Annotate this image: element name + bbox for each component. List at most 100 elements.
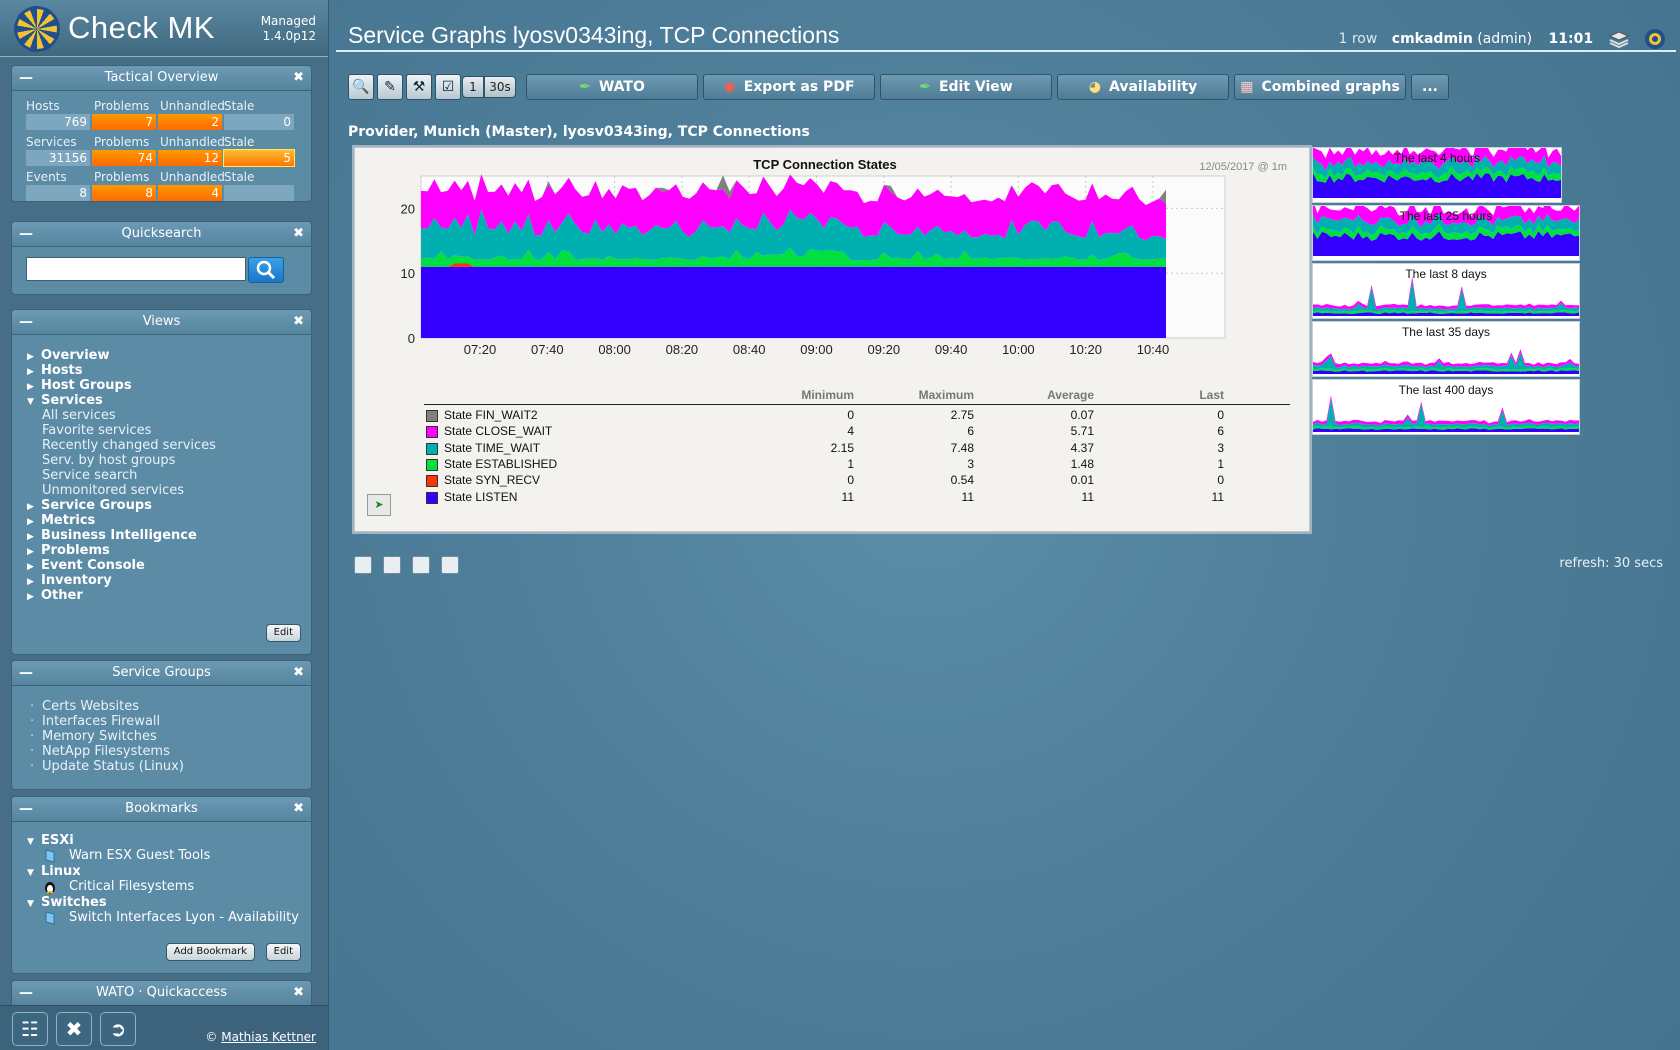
export-icon[interactable] (441, 556, 460, 574)
bookmark-group-linux[interactable]: ▼ Linux (27, 864, 299, 879)
views-link-service-search[interactable]: Service search (42, 468, 138, 483)
hosts-stale[interactable]: 0 (224, 114, 294, 130)
services-problems[interactable]: 74 (92, 150, 156, 166)
timerange-thumbnail[interactable]: The last 400 days (1312, 379, 1580, 435)
bookmarks-edit-button[interactable]: Edit (265, 943, 301, 961)
triangle-right-icon[interactable]: ▶ (27, 532, 34, 542)
search-filter-button[interactable]: 🔍 (348, 74, 374, 100)
services-unhandled[interactable]: 12 (158, 150, 222, 166)
graph-export-button[interactable]: ➤ (367, 494, 391, 516)
views-item-hosts[interactable]: ▶ Hosts (27, 363, 216, 378)
bookmark-group-switches[interactable]: ▼ Switches (27, 895, 299, 910)
commands-button[interactable]: ⚒ (406, 74, 432, 100)
service-group-link[interactable]: Interfaces Firewall (27, 714, 184, 729)
triangle-right-icon[interactable]: ▶ (27, 577, 34, 587)
bookmark-group-esxi[interactable]: ▼ ESXi (27, 833, 299, 848)
views-link-unmonitored-services[interactable]: Unmonitored services (42, 483, 185, 498)
minimize-icon[interactable]: — (19, 226, 33, 242)
reload-icon[interactable] (383, 556, 402, 574)
timerange-thumbnail[interactable]: The last 35 days (1312, 321, 1580, 377)
triangle-right-icon[interactable]: ▶ (27, 517, 34, 527)
triangle-down-icon[interactable]: ▼ (27, 837, 34, 847)
export-pdf-button[interactable]: ◉ Export as PDF (703, 74, 875, 100)
bookmark-link[interactable]: Critical Filesystems (27, 879, 299, 895)
timerange-thumbnail[interactable]: The last 8 days (1312, 263, 1580, 319)
minimize-icon[interactable]: — (19, 665, 33, 681)
new-view-icon[interactable] (354, 556, 372, 574)
events-unhandled[interactable]: 4 (158, 185, 222, 201)
views-item-event-console[interactable]: ▶ Event Console (27, 558, 216, 573)
graph-panel[interactable]: 07:20 07:40 08:00 08:20 08:40 09:00 09:20 09:40… (354, 147, 1310, 532)
wato-button[interactable]: ✒ WATO (526, 74, 698, 100)
timerange-thumbnail[interactable]: The last 25 hours (1312, 205, 1580, 261)
service-group-link[interactable]: NetApp Filesystems (27, 744, 184, 759)
service-group-link[interactable]: Memory Switches (27, 729, 184, 744)
stack-icon[interactable] (1608, 28, 1630, 50)
views-edit-button[interactable]: Edit (265, 624, 301, 642)
snapin-header[interactable]: — Views ✖ (12, 310, 311, 335)
views-item-business-intelligence[interactable]: ▶ Business Intelligence (27, 528, 216, 543)
triangle-right-icon[interactable]: ▶ (27, 367, 34, 377)
checkbox-toggle-button[interactable]: ☑ (435, 74, 461, 100)
triangle-down-icon[interactable]: ▼ (27, 899, 34, 909)
triangle-right-icon[interactable]: ▶ (27, 547, 34, 557)
views-item-metrics[interactable]: ▶ Metrics (27, 513, 216, 528)
services-total[interactable]: 31156 (26, 150, 90, 166)
combined-graphs-button[interactable]: ▦ Combined graphs (1234, 74, 1406, 100)
add-snapin-button[interactable]: ☷ (12, 1012, 48, 1046)
triangle-right-icon[interactable]: ▶ (27, 352, 34, 362)
minimize-icon[interactable]: — (19, 314, 33, 330)
hosts-total[interactable]: 769 (26, 114, 90, 130)
save-icon[interactable] (412, 556, 431, 574)
triangle-right-icon[interactable]: ▶ (27, 502, 34, 512)
service-group-link[interactable]: Update Status (Linux) (27, 759, 184, 774)
triangle-down-icon[interactable]: ▼ (27, 868, 34, 878)
service-group-link[interactable]: Certs Websites (27, 699, 184, 714)
hosts-problems[interactable]: 7 (92, 114, 156, 130)
close-icon[interactable]: ✖ (293, 985, 304, 1000)
availability-button[interactable]: ◕ Availability (1057, 74, 1229, 100)
close-icon[interactable]: ✖ (293, 665, 304, 680)
events-total[interactable]: 8 (26, 185, 90, 201)
minimize-icon[interactable]: — (19, 70, 33, 86)
snapin-header[interactable]: — Quicksearch ✖ (12, 222, 311, 247)
views-link-all-services[interactable]: All services (42, 408, 116, 423)
snapin-header[interactable]: — Service Groups ✖ (12, 661, 311, 686)
events-problems[interactable]: 8 (92, 185, 156, 201)
add-bookmark-button[interactable]: Add Bookmark (165, 943, 255, 961)
logo-bar[interactable]: Check MK Managed 1.4.0p12 (0, 0, 328, 57)
author-link[interactable]: Mathias Kettner (221, 1030, 316, 1044)
minimize-icon[interactable]: — (19, 801, 33, 817)
triangle-right-icon[interactable]: ▶ (27, 382, 34, 392)
views-item-services[interactable]: ▼ Services (27, 393, 216, 408)
user-settings-button[interactable]: ✖ (56, 1012, 92, 1046)
timerange-thumbnail[interactable]: The last 4 hours (1312, 147, 1562, 203)
logout-button[interactable]: ➲ (100, 1012, 136, 1046)
bookmark-link[interactable]: Warn ESX Guest Tools (27, 848, 299, 864)
edit-view-button[interactable]: ✒ Edit View (880, 74, 1052, 100)
snapin-header[interactable]: — Tactical Overview ✖ (12, 66, 311, 91)
minimize-icon[interactable]: — (19, 985, 33, 1001)
views-link-favorite-services[interactable]: Favorite services (42, 423, 152, 438)
views-link-serv-by-host-groups[interactable]: Serv. by host groups (42, 453, 176, 468)
triangle-right-icon[interactable]: ▶ (27, 592, 34, 602)
bookmark-link[interactable]: Switch Interfaces Lyon - Availability (27, 910, 299, 926)
views-link-recently-changed[interactable]: Recently changed services (42, 438, 216, 453)
views-item-inventory[interactable]: ▶ Inventory (27, 573, 216, 588)
close-icon[interactable]: ✖ (293, 70, 304, 85)
hosts-unhandled[interactable]: 2 (158, 114, 222, 130)
views-item-host-groups[interactable]: ▶ Host Groups (27, 378, 216, 393)
services-stale[interactable]: 5 (224, 150, 294, 166)
snapin-header[interactable]: — WATO · Quickaccess ✖ (12, 981, 311, 1006)
views-item-service-groups[interactable]: ▶ Service Groups (27, 498, 216, 513)
search-button[interactable] (248, 257, 284, 283)
more-button[interactable]: ... (1411, 74, 1449, 100)
views-item-overview[interactable]: ▶ Overview (27, 348, 216, 363)
columns-counter[interactable]: 1 (462, 76, 484, 98)
views-item-other[interactable]: ▶ Other (27, 588, 216, 603)
snapin-header[interactable]: — Bookmarks ✖ (12, 797, 311, 822)
close-icon[interactable]: ✖ (293, 226, 304, 241)
quicksearch-input[interactable] (26, 257, 246, 281)
triangle-down-icon[interactable]: ▼ (27, 397, 34, 407)
close-icon[interactable]: ✖ (293, 314, 304, 329)
